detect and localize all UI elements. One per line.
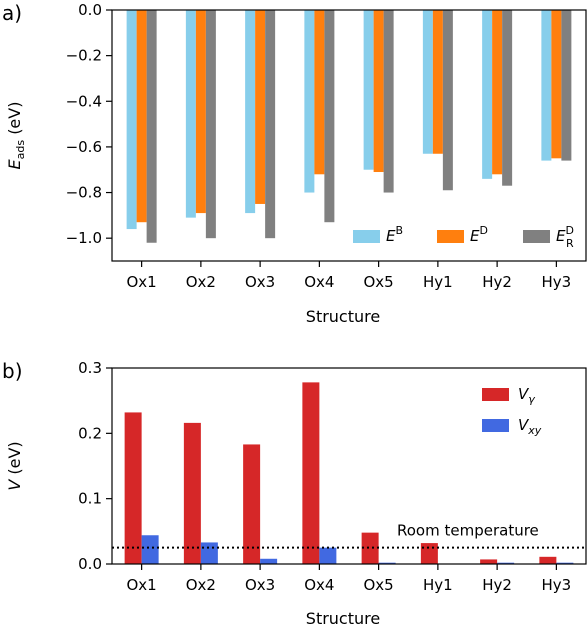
bar-hy1-series-3 — [442, 10, 453, 191]
bar-hy3-series-1 — [541, 10, 552, 161]
y-tick-label: −0.4 — [66, 92, 102, 110]
bar-hy1-series-1 — [420, 543, 438, 564]
panel-label: a) — [2, 1, 22, 25]
axes-frame — [111, 9, 587, 262]
bar-ox3-series-3 — [265, 10, 276, 239]
chart-panel-b: Room temperature 0.0 0.1 0.2 0.3 Ox1 Ox2 Ox3 Ox4… — [2, 359, 587, 626]
x-tick-label: Hy3 — [542, 576, 572, 594]
bar-hy2-series-1 — [480, 559, 498, 564]
bar-ox4-series-3 — [324, 10, 335, 223]
legend-entry: ED R — [556, 224, 574, 250]
y-tick-label: −1.0 — [66, 229, 102, 247]
x-tick-label: Hy2 — [482, 576, 512, 594]
bar-ox4-series-1 — [302, 382, 320, 564]
x-tick-label: Hy3 — [542, 273, 572, 291]
x-tick-label: Hy1 — [423, 273, 453, 291]
bar-hy1-series-2 — [432, 10, 443, 154]
bar-ox1-series-1 — [126, 10, 137, 230]
y-tick-label: 0.3 — [78, 359, 102, 377]
bar-hy3-series-2 — [556, 562, 574, 564]
y-axis-label: V (eV) — [5, 441, 24, 490]
legend-swatch — [482, 388, 509, 401]
bar-ox5-series-1 — [361, 532, 379, 564]
axes-frame — [111, 367, 587, 565]
room-temperature-label: Room temperature — [397, 522, 539, 540]
x-tick-label: Ox4 — [304, 576, 334, 594]
bar-ox3-series-1 — [245, 10, 256, 214]
y-tick-label: 0.0 — [78, 555, 102, 573]
x-axis-label: Structure — [306, 609, 380, 626]
bar-ox5-series-1 — [363, 10, 374, 170]
chart-panel-a: 0.0 −0.2 −0.4 −0.6 −0.8 −1.0 Ox1 Ox2 Ox3 Ox4 Ox5 Hy… — [2, 1, 587, 326]
bar-ox1-series-3 — [146, 10, 157, 243]
y-tick-label: 0.2 — [78, 424, 102, 442]
bar-ox5-series-3 — [383, 10, 394, 193]
legend-swatch — [353, 230, 380, 243]
x-tick-label: Ox5 — [364, 576, 394, 594]
bar-ox3-series-2 — [255, 10, 266, 204]
bar-ox1-series-2 — [136, 10, 147, 223]
bar-ox3-series-1 — [243, 444, 261, 564]
bar-ox5-series-2 — [378, 562, 396, 564]
x-axis-label: Structure — [306, 307, 380, 326]
bar-ox2-series-1 — [183, 422, 201, 564]
legend-entry: ED — [470, 224, 488, 245]
legend-entry: Vγ — [518, 385, 535, 406]
bar-ox1-series-1 — [124, 412, 142, 564]
legend: Vγ Vxy — [482, 385, 542, 437]
bar-ox2-series-3 — [205, 10, 216, 239]
y-axis-label-unit: (eV) — [5, 441, 24, 479]
bar-hy2-series-2 — [497, 562, 515, 564]
x-tick-label: Ox5 — [364, 273, 394, 291]
y-axis-label-symbol: E — [5, 158, 24, 169]
y-axis-label: Eads (eV) — [5, 102, 27, 170]
x-tick-label: Ox3 — [245, 576, 275, 594]
x-tick-label: Hy2 — [482, 273, 512, 291]
legend-entry: Vxy — [518, 416, 542, 437]
y-axis-label-symbol: V — [5, 479, 24, 491]
bar-hy3-series-2 — [551, 10, 562, 159]
legend-swatch — [482, 419, 509, 432]
x-tick-label: Ox4 — [304, 273, 334, 291]
bar-hy3-series-3 — [561, 10, 572, 161]
bar-ox5-series-2 — [373, 10, 384, 173]
y-tick-label: −0.2 — [66, 47, 102, 65]
x-tick-label: Ox2 — [186, 576, 216, 594]
panel-label: b) — [2, 359, 23, 383]
legend-swatch — [523, 230, 550, 243]
bar-ox4-series-1 — [304, 10, 315, 193]
x-tick-label: Ox2 — [186, 273, 216, 291]
legend-swatch — [437, 230, 464, 243]
x-tick-label: Hy1 — [423, 576, 453, 594]
y-axis-label-subscript: ads — [14, 140, 27, 160]
bar-hy3-series-1 — [539, 556, 557, 564]
bar-ox2-series-1 — [185, 10, 196, 218]
bar-hy2-series-1 — [482, 10, 493, 179]
legend: EB ED ED R — [353, 224, 574, 250]
bar-ox3-series-2 — [260, 558, 278, 564]
x-tick-label: Ox3 — [245, 273, 275, 291]
bar-hy1-series-1 — [422, 10, 433, 154]
y-axis-label-unit: (eV) — [5, 102, 24, 140]
bar-ox1-series-2 — [141, 535, 159, 564]
y-tick-label: −0.8 — [66, 184, 102, 202]
bar-ox2-series-2 — [200, 542, 218, 564]
bar-ox4-series-2 — [314, 10, 325, 175]
x-tick-label: Ox1 — [127, 273, 157, 291]
x-tick-label: Ox1 — [127, 576, 157, 594]
y-tick-label: 0.0 — [78, 1, 102, 19]
y-tick-label: 0.1 — [78, 490, 102, 508]
y-tick-label: −0.6 — [66, 138, 102, 156]
legend-entry: EB — [386, 224, 403, 245]
bar-hy2-series-2 — [492, 10, 503, 175]
bar-hy2-series-3 — [502, 10, 513, 186]
bar-ox4-series-2 — [319, 547, 337, 564]
bar-ox2-series-2 — [195, 10, 206, 214]
